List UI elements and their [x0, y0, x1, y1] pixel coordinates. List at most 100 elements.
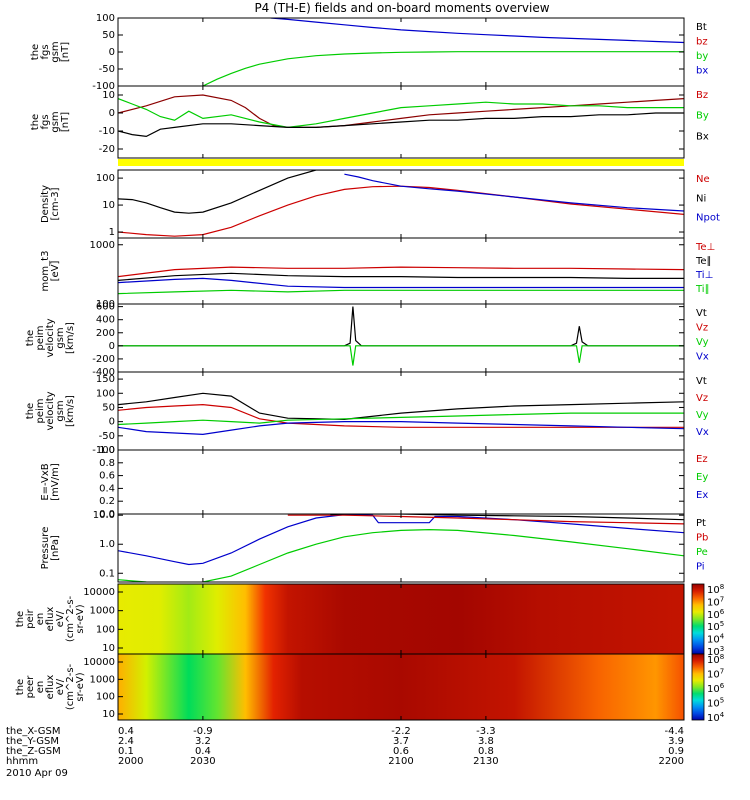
legend-Bx: Bx [696, 131, 709, 142]
colorbar-tick-label: 104 [707, 633, 725, 646]
panel-4: 1000 100 Te⊥ Te∥ Ti⊥ Ti∥ mom_t3[eV] [40, 237, 715, 310]
panel-8: 10.0 1.0 0.1 Pt Pb Pe Pi Pressure[nPa] [40, 510, 708, 583]
flag-bar [118, 159, 684, 166]
colorbar-tick-base: 10 [707, 713, 720, 724]
legend-by: by [696, 51, 708, 62]
series-group [118, 306, 684, 366]
legend-Ez: Ez [696, 454, 708, 465]
y-tick-label: 50 [102, 402, 115, 413]
ephemeris-value: -0.9 [193, 726, 213, 737]
y-tick-label: 10 [102, 643, 115, 654]
y-tick-label: 1.0 [99, 539, 115, 550]
legend-Pe: Pe [696, 547, 708, 558]
y-axis-label-line: peim [35, 398, 46, 423]
panel-frame [117, 371, 685, 451]
panel-1: 10 0 -10 -20 Bz By Bx thefgsgsm[nT] [30, 85, 709, 159]
legend-Bz: Bz [696, 90, 708, 101]
y-axis-label-line: peim [35, 325, 46, 350]
y-tick-label: 0.4 [99, 483, 115, 494]
series-line-bx [270, 18, 684, 44]
legend-Ex: Ex [696, 490, 708, 501]
panel-0: 100 50 0 -50 -100 Bt bz by bx thefgsgsm[nT] [30, 13, 708, 92]
legend-Pt: Pt [696, 518, 706, 529]
series-line-Ne [118, 185, 684, 237]
legend-Te⊥: Te⊥ [695, 242, 715, 253]
legend-Ey: Ey [696, 472, 708, 483]
y-axis-label-line: gsm [50, 111, 61, 132]
y-axis-label-line: the [15, 679, 26, 695]
legend-Vx: Vx [696, 352, 709, 363]
y-axis-label-line: fgs [40, 44, 51, 59]
colorbar-tick-label: 104 [707, 711, 725, 724]
colorbar-tick-label: 106 [707, 608, 725, 621]
panel-5: 600 400 200 0 -200 -400 Vt Vz Vy Vx thepeimvelocit… [25, 302, 709, 378]
y-tick-label: -50 [99, 431, 115, 442]
y-axis-label-line: [eV] [50, 261, 61, 282]
y-axis-label: thefgsgsm[nT] [30, 111, 71, 132]
colorbar-tick-label: 108 [707, 653, 724, 666]
y-axis-label-line: peer [25, 675, 36, 699]
ephemeris-value: 0.4 [195, 746, 211, 757]
y-tick-label: 100 [96, 299, 115, 310]
y-axis-label-line: the [25, 330, 36, 346]
colorbar-tick-base: 10 [707, 610, 720, 621]
series-line-Vt [118, 392, 684, 421]
panel-3: 100 10 1 Ne Ni Npot Density[cm-3] [40, 169, 720, 239]
series-line-Te⊥ [118, 266, 684, 278]
y-axis-label-line: eflux [45, 675, 56, 700]
colorbar-tick-base: 10 [707, 655, 720, 666]
y-tick-label: 0.2 [99, 496, 115, 507]
y-axis-label-line: eV/ [55, 678, 66, 695]
y-axis-label-line: the [30, 44, 41, 60]
y-tick-label: 10 [102, 709, 115, 720]
y-axis-label-line: eflux [45, 607, 56, 632]
y-tick-label: -10 [99, 126, 115, 137]
colorbar-tick-base: 10 [707, 699, 720, 710]
series-line-Pb [287, 514, 684, 525]
y-axis-label-line: [km/s] [65, 395, 76, 427]
colorbar-tick-base: 10 [707, 622, 720, 633]
y-axis-label: Pressure[nPa] [40, 527, 61, 570]
legend-Te∥: Te∥ [695, 256, 712, 267]
series-group [118, 94, 684, 138]
y-tick-label: 10000 [83, 587, 115, 598]
ephemeris-value: 2200 [659, 756, 684, 767]
y-axis-label-line: [nT] [60, 112, 71, 132]
y-tick-label: -100 [92, 445, 115, 456]
ephemeris-row-label: the_X-GSM [6, 726, 60, 737]
y-axis-label-line: the [30, 114, 41, 130]
ephemeris-value: 0.1 [118, 746, 134, 757]
y-axis-label-line: the [15, 611, 26, 627]
y-axis-label-line: en [35, 681, 46, 694]
ephemeris-value: -3.3 [476, 726, 496, 737]
y-tick-label: 10 [102, 90, 115, 101]
legend-Vt: Vt [696, 308, 707, 319]
colorbar-tick-base: 10 [707, 647, 720, 658]
panel-6: 150 100 50 0 -50 -100 Vt Vz Vy Vx thepeimvelocityg… [25, 371, 709, 456]
y-tick-label: 400 [96, 315, 115, 326]
ephemeris-value: 0.4 [118, 726, 134, 737]
legend-Bt: Bt [696, 22, 707, 33]
heatmap-body [118, 584, 684, 654]
colorbar-tick-label: 105 [707, 697, 724, 710]
ephemeris-value: 3.7 [393, 736, 409, 747]
series-line-Bx [118, 112, 684, 138]
colorbar-tick-label: 106 [707, 682, 725, 695]
y-axis-label: thefgsgsm[nT] [30, 41, 71, 62]
heatmap-body [118, 654, 684, 720]
y-tick-label: -100 [92, 81, 115, 92]
y-tick-label: 50 [102, 30, 115, 41]
y-axis-label-line: sr-eV) [75, 604, 86, 633]
legend-Vz: Vz [696, 393, 708, 404]
series-group [118, 514, 684, 582]
colorbar-tick-exponent: 3 [720, 645, 724, 653]
panel-10: 10810710610510410000100010010thepeerenef… [15, 653, 725, 724]
colorbar-tick-exponent: 7 [720, 668, 724, 676]
colorbar-tick-exponent: 6 [720, 608, 725, 616]
series-line-Vy [118, 345, 684, 366]
panel-frame [117, 169, 685, 239]
y-axis-label: mom_t3[eV] [40, 251, 61, 292]
y-tick-label: 0 [109, 417, 115, 428]
legend-Ni: Ni [696, 193, 706, 204]
y-tick-label: -400 [92, 367, 115, 378]
